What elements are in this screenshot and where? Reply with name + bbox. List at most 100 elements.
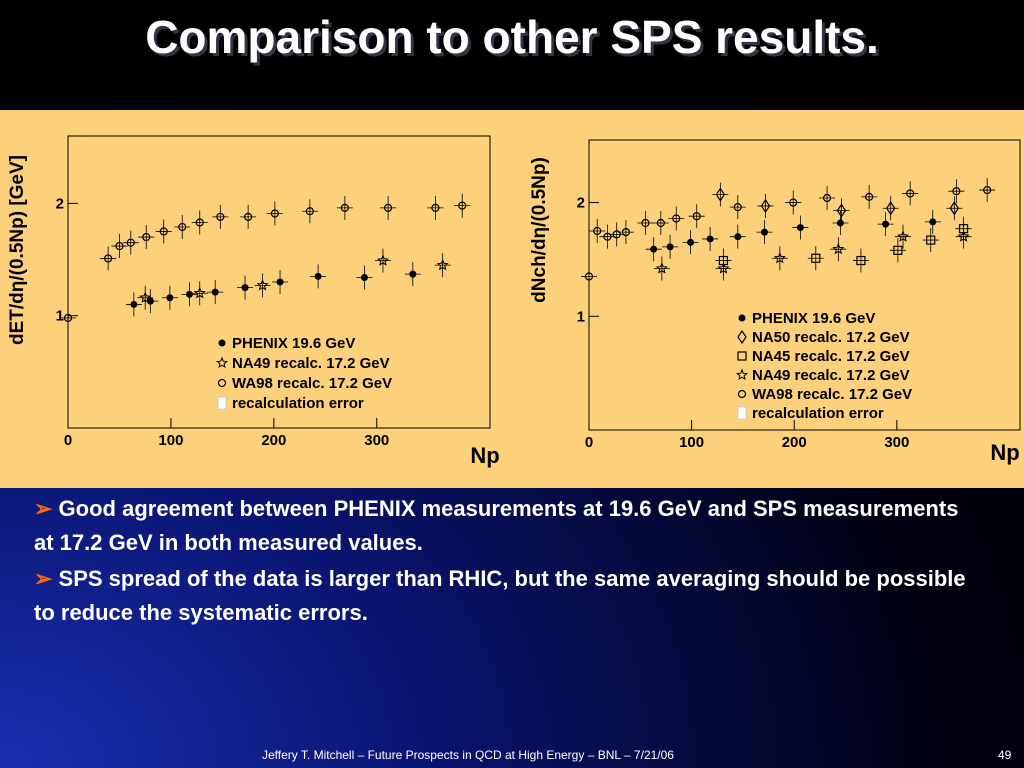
marker [832,242,845,255]
y-tick-label: 1 [577,308,585,325]
legend-label: PHENIX 19.6 GeV [232,335,355,352]
legend-label: NA49 recalc. 17.2 GeV [752,367,910,384]
legend-label: recalculation error [752,405,884,422]
marker [593,226,602,236]
marker [216,212,225,221]
marker [760,198,771,214]
marker [773,252,786,264]
legend-marker [215,356,229,369]
bullet: Good agreement between PHENIX measuremen… [34,492,984,560]
y-tick-label: 2 [56,195,64,212]
marker [692,212,701,221]
marker [760,228,768,236]
marker [384,203,393,212]
marker [603,232,612,241]
marker [789,198,798,207]
marker [929,218,937,226]
marker [211,288,219,296]
marker [360,274,368,282]
x-tick-label: 100 [158,432,183,449]
marker [983,185,992,195]
marker [882,220,890,228]
marker [244,212,253,221]
slide-title: Comparison to other SPS results. [145,11,879,63]
legend-marker [737,351,747,361]
marker [836,203,847,218]
x-tick-label: 300 [364,432,389,449]
x-tick-label: 200 [261,432,286,449]
marker [458,201,467,210]
marker [376,254,389,266]
legend-marker [217,378,227,388]
marker [865,192,874,201]
marker [241,284,249,292]
marker [340,203,349,212]
marker [650,245,658,253]
marker [672,214,681,223]
marker [952,187,961,196]
legend-marker [737,329,747,345]
title-band [0,0,1024,108]
marker [256,279,269,291]
legend-label: WA98 recalc. 17.2 GeV [232,375,392,392]
legend-marker [735,368,749,381]
marker [822,193,832,203]
footer: Jeffery T. Mitchell – Future Prospects i… [262,748,674,762]
x-tick-label: 300 [884,434,909,451]
legend-marker [218,339,226,347]
y-axis-label: dET/dη/(0.5Np) [GeV] [7,155,28,345]
legend-label: PHENIX 19.6 GeV [752,310,875,327]
marker [130,300,138,308]
panel-bg [0,110,1024,488]
marker [666,243,674,251]
marker [717,262,730,274]
marker [104,254,113,263]
legend-label: WA98 recalc. 17.2 GeV [752,386,912,403]
marker [856,255,866,266]
x-tick-label: 0 [64,432,72,449]
marker [431,203,440,212]
marker [641,218,650,228]
marker [796,224,804,232]
marker [897,230,910,242]
marker [193,286,206,299]
marker [687,238,695,246]
marker [159,227,168,236]
marker [195,218,204,227]
y-axis-label: dNch/dη/(0.5Np) [529,157,550,303]
marker [139,291,152,303]
plot-frame [67,135,491,429]
marker [893,245,903,255]
marker [706,235,714,243]
marker [409,270,417,278]
marker [715,187,726,202]
marker [126,238,135,247]
marker [957,230,970,242]
legend-label: recalculation error [232,395,364,412]
legend-marker [217,396,227,410]
marker [621,228,631,237]
y-tick-label: 1 [56,308,64,325]
legend-label: NA49 recalc. 17.2 GeV [232,355,390,372]
legend-marker [737,389,747,399]
x-tick-label: 0 [585,434,593,451]
legend-label: NA45 recalc. 17.2 GeV [752,348,910,365]
chart-panel: 0 100 200 300 1 2 Np dET/dη/(0.5Np) [GeV] PHENIX… [0,110,1024,488]
marker [926,235,936,245]
marker [811,253,821,263]
marker [115,241,124,251]
marker [178,222,187,232]
bullet: SPS spread of the data is larger than RH… [34,562,984,630]
marker [836,219,844,227]
marker [185,290,193,298]
marker [142,232,151,242]
marker [305,207,314,216]
marker [584,272,594,281]
marker [885,201,896,216]
marker [656,218,665,228]
marker [655,262,668,274]
marker [63,313,73,323]
marker [166,294,174,302]
marker [734,233,742,241]
